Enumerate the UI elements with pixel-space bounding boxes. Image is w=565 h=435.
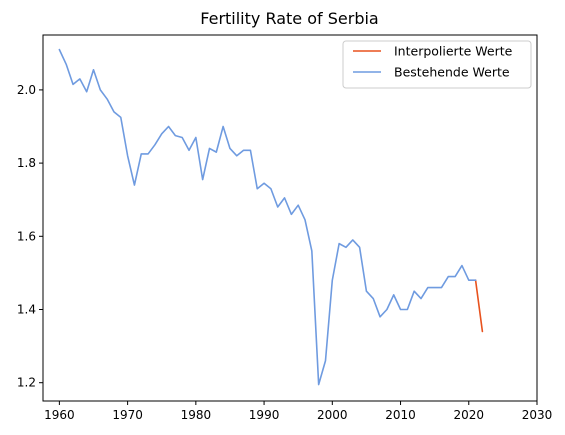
legend-label-interpolierte: Interpolierte Werte bbox=[394, 44, 513, 59]
x-tick-label-1990: 1990 bbox=[249, 408, 280, 422]
x-tick-label-2020: 2020 bbox=[453, 408, 484, 422]
x-tick-label-1970: 1970 bbox=[112, 408, 143, 422]
series-line-interpolierte-werte bbox=[474, 279, 484, 333]
plot-frame bbox=[42, 34, 538, 402]
legend: Interpolierte Werte Bestehende Werte bbox=[342, 40, 532, 89]
x-tick-label-2010: 2010 bbox=[385, 408, 416, 422]
y-tick-label-1.2: 1.2 bbox=[17, 376, 36, 390]
x-tick-label-2030: 2030 bbox=[522, 408, 553, 422]
y-tick-label-1.4: 1.4 bbox=[17, 303, 36, 317]
legend-frame bbox=[342, 40, 532, 89]
plot-area bbox=[58, 48, 484, 386]
x-tick-label-1960: 1960 bbox=[44, 408, 75, 422]
x-tick-label-1980: 1980 bbox=[181, 408, 212, 422]
legend-label-bestehende: Bestehende Werte bbox=[394, 65, 510, 80]
y-tick-label-1.6: 1.6 bbox=[17, 229, 36, 243]
x-axis: 1960 1970 1980 1990 2000 2010 2020 2030 bbox=[44, 401, 552, 422]
chart-title: Fertility Rate of Serbia bbox=[200, 9, 378, 28]
y-axis: 1.2 1.4 1.6 1.8 2.0 bbox=[17, 83, 43, 390]
y-tick-label-1.8: 1.8 bbox=[17, 156, 36, 170]
y-tick-label-2.0: 2.0 bbox=[17, 83, 36, 97]
x-tick-label-2000: 2000 bbox=[317, 408, 348, 422]
series-line-bestehende-werte bbox=[58, 48, 477, 386]
